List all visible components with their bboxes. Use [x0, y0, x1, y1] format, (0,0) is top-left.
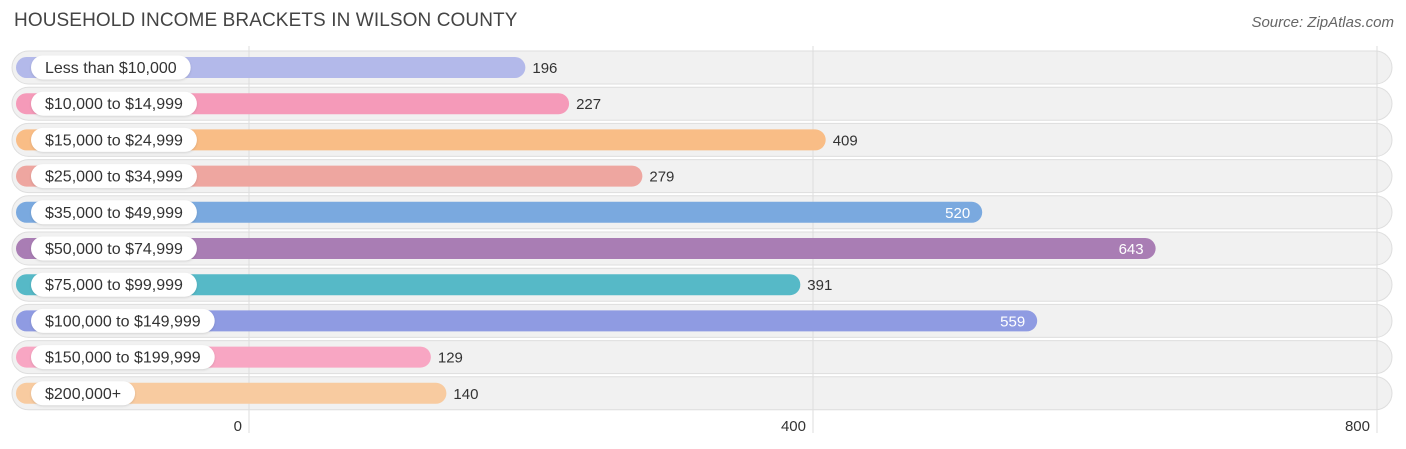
category-pill	[31, 91, 197, 116]
x-tick-label: 800	[1345, 418, 1370, 435]
category-pill	[31, 200, 197, 225]
category-pill	[31, 55, 191, 80]
bar	[16, 274, 801, 296]
bar	[16, 201, 983, 223]
source-label: Source: ZipAtlas.com	[1251, 14, 1394, 31]
category-label: $10,000 to $14,999	[45, 96, 183, 113]
category-label: $100,000 to $149,999	[45, 313, 201, 330]
category-pill	[31, 381, 136, 406]
value-label: 643	[1119, 241, 1144, 258]
x-tick-label: 0	[234, 418, 242, 435]
category-pill	[31, 345, 215, 370]
category-pill	[31, 127, 197, 152]
bar	[16, 310, 1038, 332]
category-label: $35,000 to $49,999	[45, 205, 183, 222]
category-label: $25,000 to $34,999	[45, 169, 183, 186]
value-label: 520	[945, 205, 970, 222]
value-label: 559	[1000, 313, 1025, 330]
category-label: $200,000+	[45, 386, 121, 403]
category-label: $15,000 to $24,999	[45, 132, 183, 149]
category-label: $75,000 to $99,999	[45, 277, 183, 294]
value-label: 409	[833, 132, 858, 149]
category-label: $150,000 to $199,999	[45, 350, 201, 367]
value-label: 140	[453, 386, 478, 403]
chart-title: HOUSEHOLD INCOME BRACKETS IN WILSON COUN…	[14, 10, 518, 31]
x-tick-label: 400	[781, 418, 806, 435]
bar	[16, 129, 826, 151]
value-label: 227	[576, 96, 601, 113]
value-label: 279	[649, 169, 674, 186]
value-label: 129	[438, 350, 463, 367]
category-pill	[31, 272, 197, 297]
category-label: Less than $10,000	[45, 60, 177, 77]
category-pill	[31, 164, 197, 189]
category-pill	[31, 236, 197, 261]
value-label: 391	[807, 277, 832, 294]
bar	[16, 238, 1156, 259]
category-label: $50,000 to $74,999	[45, 241, 183, 258]
category-pill	[31, 308, 215, 333]
value-label: 196	[532, 60, 557, 77]
